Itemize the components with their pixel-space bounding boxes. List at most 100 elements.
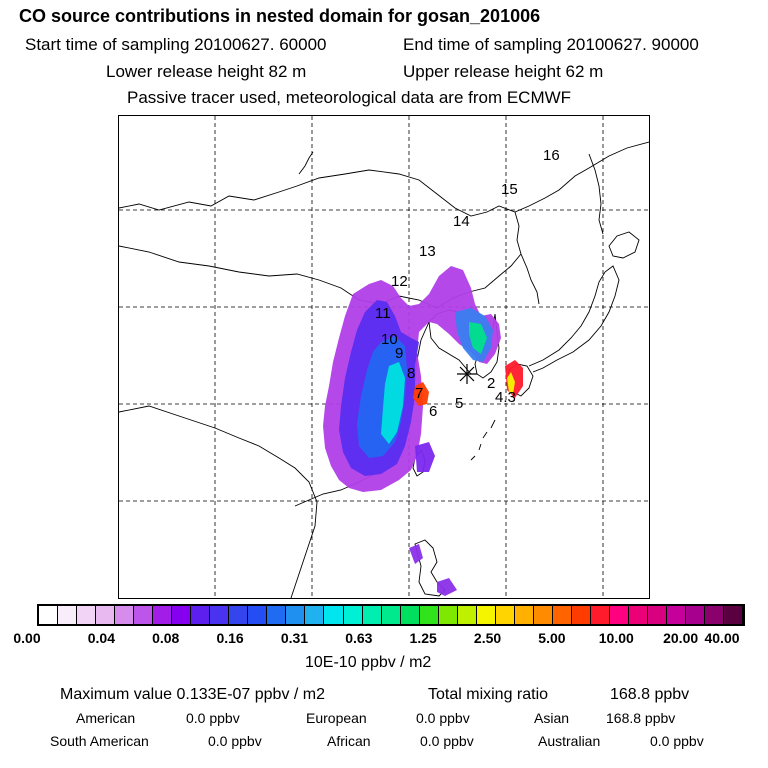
trajectory-label: 6 — [429, 403, 437, 420]
colorbar-swatch — [343, 606, 363, 624]
european-label: European — [306, 710, 367, 726]
colorbar-swatch — [609, 606, 629, 624]
trajectory-label: 15 — [501, 181, 518, 198]
african-value: 0.0 ppbv — [420, 733, 474, 749]
american-value: 0.0 ppbv — [186, 710, 240, 726]
colorbar-tick-label: 0.31 — [280, 630, 309, 646]
asian-value: 168.8 ppbv — [606, 710, 676, 726]
colorbar-swatch — [172, 606, 192, 624]
american-label: American — [76, 710, 136, 726]
colorbar-tick-label: 0.16 — [216, 630, 244, 646]
colorbar-units: 10E-10 ppbv / m2 — [305, 654, 432, 671]
colorbar-swatch — [438, 606, 458, 624]
colorbar-swatch — [286, 606, 306, 624]
colorbar-swatch — [153, 606, 173, 624]
colorbar-tick-label: 20.00 — [663, 630, 699, 646]
trajectory-label: 12 — [391, 273, 408, 290]
grid-lines — [119, 116, 649, 598]
colorbar-swatch — [115, 606, 135, 624]
japan-hotspot-yellow — [507, 372, 515, 394]
colorbar-swatch — [724, 606, 744, 624]
total-mixing-ratio-value: 168.8 ppbv — [610, 686, 690, 703]
korea-plume-core — [469, 322, 487, 354]
trajectory-label: 11 — [375, 305, 391, 322]
trajectory-label: 4.3 — [495, 389, 516, 406]
colorbar-tick-label: 0.08 — [152, 630, 180, 646]
map-canvas: 2 4.3 5 6 7 8 9 10 11 12 13 14 15 16 — [119, 116, 649, 598]
south-american-label: South American — [50, 733, 149, 749]
trajectory-labels: 2 4.3 5 6 7 8 9 10 11 12 13 14 15 16 — [375, 147, 560, 420]
australian-label: Australian — [538, 733, 601, 749]
colorbar-swatch — [514, 606, 534, 624]
max-value: Maximum value 0.133E-07 ppbv / m2 — [60, 686, 326, 703]
colorbar-tick-label: 40.00 — [704, 630, 740, 646]
colorbar-swatch — [58, 606, 78, 624]
colorbar-swatch — [267, 606, 287, 624]
colorbar-swatch — [324, 606, 344, 624]
shanghai-hotspot — [413, 382, 429, 406]
map-panel: 2 4.3 5 6 7 8 9 10 11 12 13 14 15 16 — [118, 115, 650, 599]
start-time: Start time of sampling 20100627. 60000 — [25, 35, 327, 54]
colorbar-swatch — [229, 606, 249, 624]
colorbar-tick-label: 10.00 — [598, 630, 634, 646]
trajectory-label: 8 — [407, 365, 415, 382]
colorbar-swatch — [648, 606, 668, 624]
total-mixing-ratio-label: Total mixing ratio — [428, 686, 549, 703]
colorbar-swatch — [667, 606, 687, 624]
page-title: CO source contributions in nested domain… — [19, 6, 541, 26]
receptor-marker — [457, 364, 477, 384]
colorbar-swatch — [457, 606, 477, 624]
australian-value: 0.0 ppbv — [650, 733, 704, 749]
colorbar-swatch — [533, 606, 553, 624]
colorbar-swatch — [400, 606, 420, 624]
contribution-field — [323, 266, 523, 596]
japan-honshu — [528, 265, 620, 373]
japan-hokkaido — [608, 231, 640, 259]
colorbar-swatch — [705, 606, 725, 624]
colorbar-swatch — [191, 606, 211, 624]
colorbar-swatch — [552, 606, 572, 624]
colorbar-swatch — [419, 606, 439, 624]
tracer-note: Passive tracer used, meteorological data… — [127, 88, 572, 107]
end-time: End time of sampling 20100627. 90000 — [403, 35, 699, 54]
lower-release-height: Lower release height 82 m — [106, 62, 307, 81]
colorbar-swatch — [77, 606, 97, 624]
trajectory-label: 5 — [455, 395, 463, 412]
colorbar-swatch — [134, 606, 154, 624]
trajectory-label: 16 — [543, 147, 560, 164]
colorbar-swatch — [362, 606, 382, 624]
european-value: 0.0 ppbv — [416, 710, 470, 726]
colorbar-tick-label: 0.00 — [13, 630, 41, 646]
trajectory-label: 14 — [453, 213, 470, 230]
colorbar-swatch — [96, 606, 116, 624]
colorbar-tick-label: 5.00 — [538, 630, 566, 646]
colorbar-tick-label: 2.50 — [473, 630, 502, 646]
colorbar — [37, 604, 745, 626]
trajectory-label: 13 — [419, 243, 436, 260]
upper-release-height: Upper release height 62 m — [403, 62, 604, 81]
russia-coast — [514, 211, 540, 305]
colorbar-tick-label: 0.63 — [345, 630, 373, 646]
colorbar-swatch — [39, 606, 59, 624]
colorbar-swatch — [686, 606, 706, 624]
trajectory-label: 7 — [415, 385, 423, 402]
colorbar-swatch — [476, 606, 496, 624]
colorbar-tick-label: 1.25 — [409, 630, 437, 646]
trajectory-label: 10 — [381, 331, 398, 348]
contribution-cyan — [381, 362, 405, 444]
northern-border — [119, 141, 649, 217]
asian-label: Asian — [534, 710, 570, 726]
colorbar-swatch — [495, 606, 515, 624]
colorbar-swatch — [248, 606, 268, 624]
colorbar-swatch — [210, 606, 230, 624]
ryukyu-islands — [470, 419, 496, 461]
colorbar-swatch — [571, 606, 591, 624]
colorbar-swatch — [590, 606, 610, 624]
colorbar-swatch — [628, 606, 648, 624]
sakhalin — [588, 153, 604, 235]
colorbar-swatch — [305, 606, 325, 624]
south-american-value: 0.0 ppbv — [208, 733, 262, 749]
african-label: African — [327, 733, 371, 749]
indochina-coast — [119, 405, 318, 598]
colorbar-tick-label: 0.04 — [87, 630, 115, 646]
